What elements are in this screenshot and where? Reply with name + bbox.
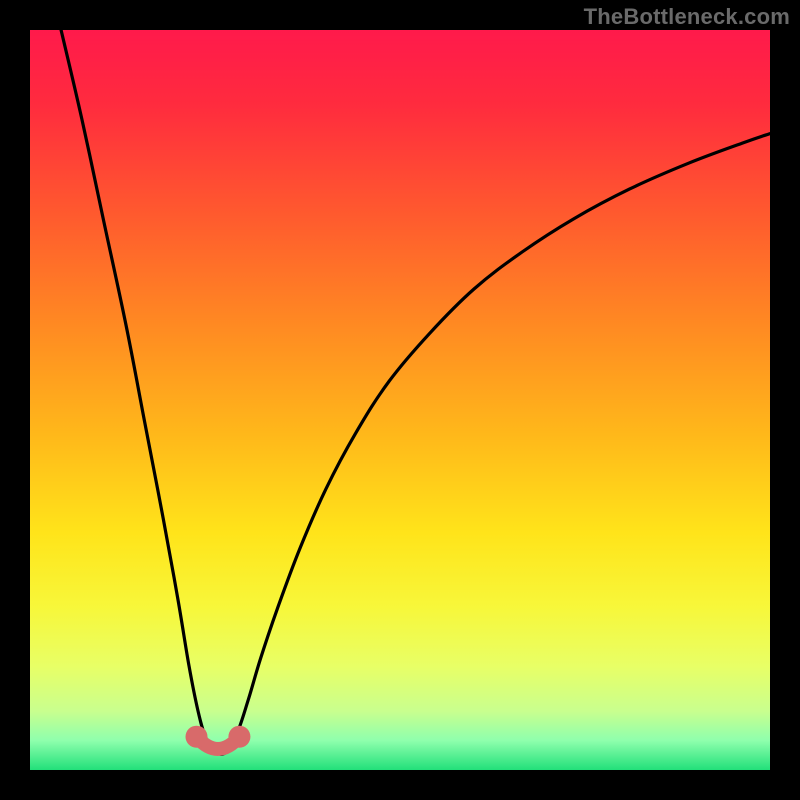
watermark-text: TheBottleneck.com [584,4,790,30]
marker-dot-right [228,726,250,748]
bottleneck-chart [0,0,800,800]
marker-dot-left [186,726,208,748]
figure-root: TheBottleneck.com [0,0,800,800]
